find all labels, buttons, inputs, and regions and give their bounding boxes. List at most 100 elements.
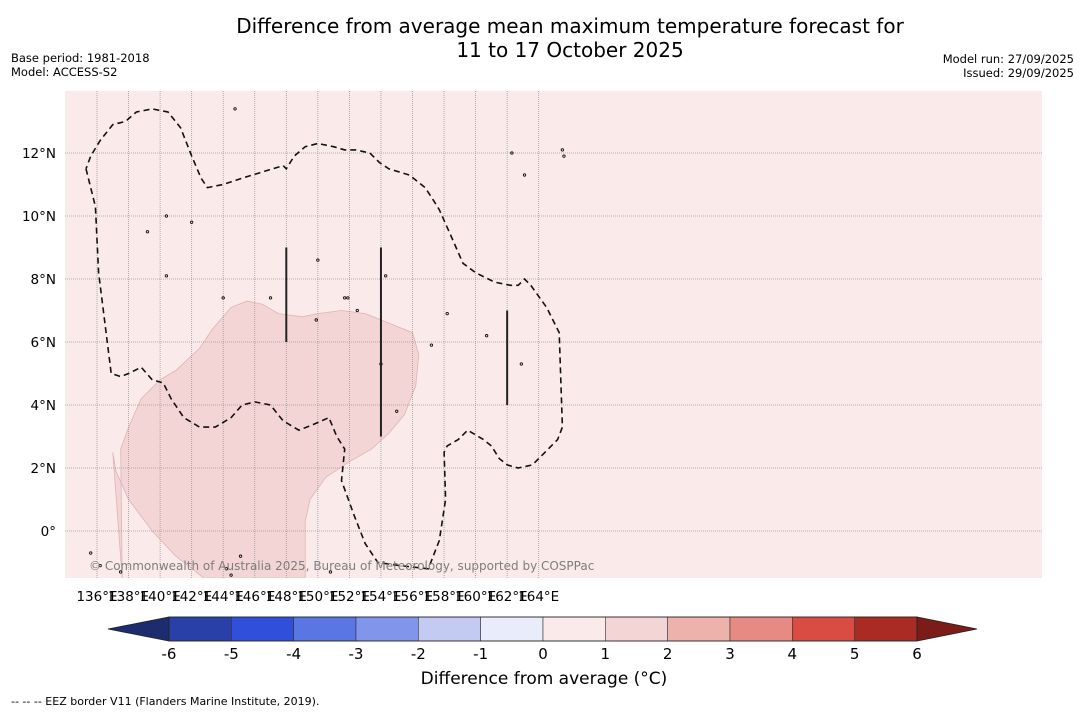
lat-tick-label: 2°N bbox=[31, 461, 56, 477]
island-outline bbox=[328, 570, 333, 574]
colorbar-bin bbox=[168, 616, 232, 642]
lon-tick-label: 146°E bbox=[234, 589, 275, 605]
colorbar-bin bbox=[480, 616, 544, 642]
lat-tick-label: 6°N bbox=[31, 335, 56, 351]
island-outline bbox=[224, 567, 229, 571]
colorbar-bin bbox=[729, 616, 793, 642]
colorbar-tick-label: 0 bbox=[538, 645, 548, 663]
graticule bbox=[65, 91, 1042, 578]
island-outline bbox=[384, 274, 388, 278]
island-outline bbox=[238, 554, 243, 558]
island-outline bbox=[314, 318, 318, 322]
colorbar-tick-label: -1 bbox=[473, 645, 488, 663]
colorbar-title: Difference from average (°C) bbox=[420, 669, 668, 689]
lon-tick-label: 138°E bbox=[108, 589, 149, 605]
island-outline bbox=[189, 220, 194, 224]
island-outline bbox=[233, 107, 237, 111]
island-outline bbox=[119, 570, 123, 574]
lon-tick-label: 156°E bbox=[392, 589, 433, 605]
lon-tick-label: 154°E bbox=[360, 589, 401, 605]
island-outline bbox=[89, 551, 93, 555]
islands bbox=[89, 107, 566, 577]
colorbar-bin bbox=[231, 616, 294, 642]
lon-tick-label: 144°E bbox=[203, 589, 244, 605]
longitude-labels: 136°E138°E140°E142°E144°E146°E148°E150°E… bbox=[76, 589, 559, 605]
island-outline bbox=[343, 296, 347, 300]
model-run: Model run: 27/09/2025 bbox=[942, 52, 1074, 66]
chart-title: Difference from average mean maximum tem… bbox=[0, 14, 1085, 62]
island-outline bbox=[268, 296, 273, 300]
colorbar-tick-label: 4 bbox=[788, 645, 798, 663]
title-line-2: 11 to 17 October 2025 bbox=[456, 38, 684, 62]
colorbar-tick-label: -3 bbox=[349, 645, 364, 663]
colorbar-bin bbox=[854, 616, 918, 642]
island-outline bbox=[164, 214, 169, 218]
island-outline bbox=[346, 296, 350, 300]
lat-tick-label: 4°N bbox=[31, 398, 56, 414]
eez-footnote: -- -- -- EEZ border V11 (Flanders Marine… bbox=[11, 695, 320, 708]
latitude-labels: 0° 2°N 4°N 6°N 8°N 10°N 12°N bbox=[22, 146, 56, 540]
colorbar-bin bbox=[542, 616, 606, 642]
model-info: Base period: 1981-2018 Model: ACCESS-S2 bbox=[11, 51, 150, 79]
colorbar-under-arrow bbox=[107, 616, 170, 642]
island-outline bbox=[164, 274, 169, 278]
issued-date: Issued: 29/09/2025 bbox=[963, 66, 1074, 80]
island-outline bbox=[562, 154, 566, 158]
eez-borders bbox=[85, 108, 564, 570]
colorbar-tick-label: 3 bbox=[725, 645, 735, 663]
colorbar-bin bbox=[667, 616, 731, 642]
lat-tick-label: 10°N bbox=[22, 209, 56, 225]
island-outline bbox=[229, 573, 233, 577]
colorbar-bin bbox=[355, 616, 419, 642]
lat-tick-label: 12°N bbox=[22, 146, 56, 162]
lon-tick-label: 148°E bbox=[266, 589, 307, 605]
lat-tick-label: 8°N bbox=[31, 272, 56, 288]
colorbar-tick-label: -2 bbox=[411, 645, 426, 663]
island-outline bbox=[145, 230, 150, 234]
island-outline bbox=[522, 173, 527, 177]
lon-tick-label: 160°E bbox=[455, 589, 496, 605]
island-outline bbox=[510, 151, 514, 155]
lon-tick-label: 142°E bbox=[171, 589, 212, 605]
base-period: Base period: 1981-2018 bbox=[11, 51, 150, 65]
island-outline bbox=[98, 564, 102, 568]
colorbar-over-arrow bbox=[916, 616, 978, 642]
colorbar-tick-label: 2 bbox=[663, 645, 673, 663]
model-name: Model: ACCESS-S2 bbox=[11, 65, 118, 79]
colorbar-bin bbox=[605, 616, 668, 642]
colorbar-tick-label: -4 bbox=[286, 645, 301, 663]
island-outline bbox=[316, 258, 320, 262]
colorbar: -6 -5 -4 -3 -2 -1 0 1 2 3 4 5 6 bbox=[107, 616, 978, 663]
island-outline bbox=[221, 296, 225, 300]
copyright-notice: © Commonwealth of Australia 2025, Bureau… bbox=[89, 559, 594, 573]
run-info: Model run: 27/09/2025 Issued: 29/09/2025 bbox=[943, 52, 1074, 80]
island-outline bbox=[484, 334, 489, 338]
lat-tick-label: 0° bbox=[41, 524, 56, 540]
lon-tick-label: 140°E bbox=[140, 589, 181, 605]
lon-tick-label: 164°E bbox=[518, 589, 559, 605]
colorbar-tick-label: 1 bbox=[601, 645, 611, 663]
colorbar-tick-label: -5 bbox=[224, 645, 239, 663]
island-outline bbox=[355, 308, 359, 313]
colorbar-tick-label: 5 bbox=[850, 645, 860, 663]
lon-tick-label: 150°E bbox=[297, 589, 338, 605]
island-outline bbox=[395, 409, 399, 413]
colorbar-tick-label: 6 bbox=[912, 645, 922, 663]
island-outline bbox=[445, 311, 449, 316]
island-outline bbox=[519, 362, 523, 366]
lon-tick-label: 152°E bbox=[329, 589, 370, 605]
colorbar-bin bbox=[293, 616, 357, 642]
lon-tick-label: 136°E bbox=[76, 589, 117, 605]
lon-tick-label: 162°E bbox=[487, 589, 528, 605]
island-outline bbox=[560, 148, 565, 152]
colorbar-bin bbox=[418, 616, 481, 642]
island-outline bbox=[429, 343, 434, 347]
colorbar-frame bbox=[168, 616, 918, 642]
colorbar-tick-label: -6 bbox=[162, 645, 177, 663]
lon-tick-label: 158°E bbox=[424, 589, 465, 605]
colorbar-bin bbox=[792, 616, 855, 642]
title-line-1: Difference from average mean maximum tem… bbox=[236, 14, 904, 38]
border-segments bbox=[285, 247, 509, 437]
eez-border-line bbox=[85, 108, 564, 570]
